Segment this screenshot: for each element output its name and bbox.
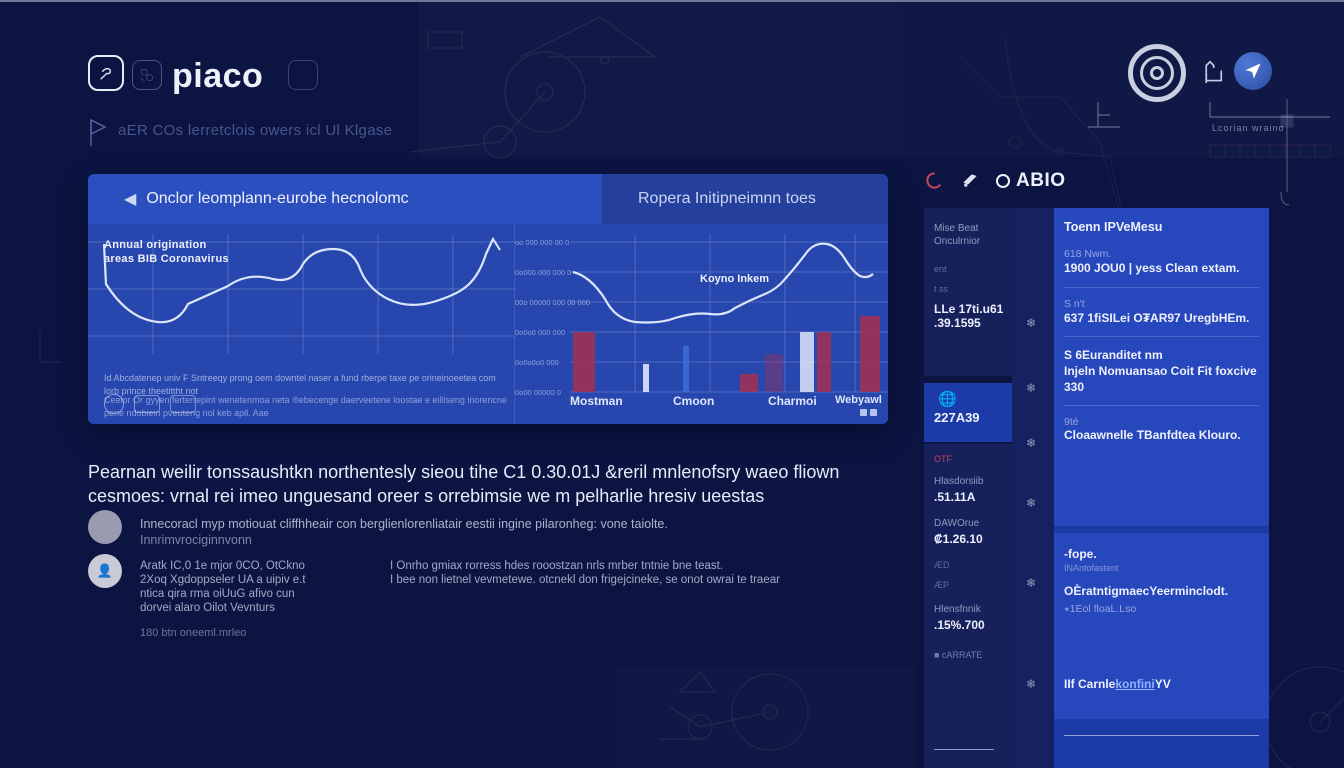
svg-text:0o0o0o0 000: 0o0o0o0 000 bbox=[515, 358, 559, 367]
svg-text:0o000 000 000 0: 0o000 000 000 0 bbox=[515, 268, 571, 277]
svg-text:oo 000 000 00 0: oo 000 000 00 0 bbox=[515, 238, 569, 247]
svg-text:Koyno Inkem: Koyno Inkem bbox=[700, 273, 769, 285]
svg-text:0o0o0 000 000: 0o0o0 000 000 bbox=[515, 328, 565, 337]
svg-text:Lcorian wraino: Lcorian wraino bbox=[1212, 123, 1285, 133]
svg-text:0o00 00000 0: 0o00 00000 0 bbox=[515, 388, 561, 397]
svg-text:00o 00000 000 00 000: 00o 00000 000 00 000 bbox=[515, 298, 590, 307]
